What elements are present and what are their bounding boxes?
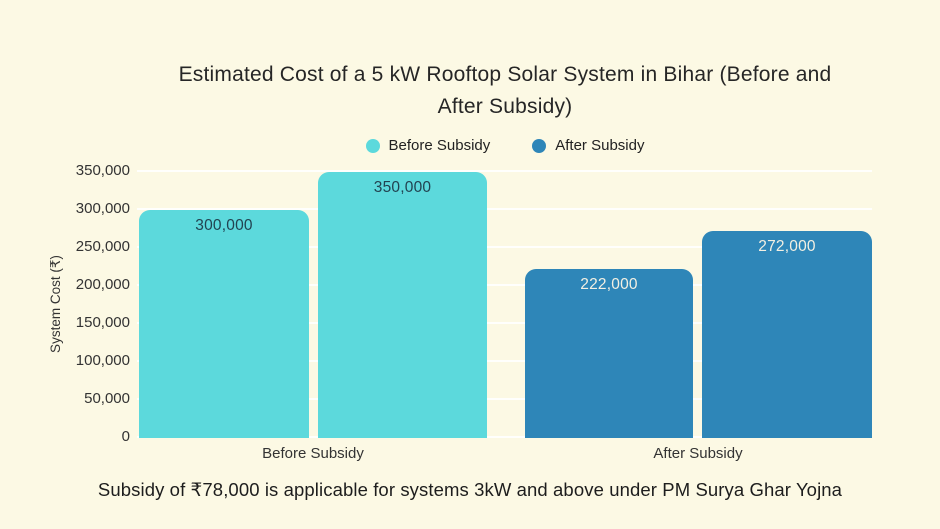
legend-label-before-subsidy: Before Subsidy — [388, 137, 491, 154]
bar-after-subsidy-2: 272,000 — [702, 231, 872, 438]
gridline — [137, 436, 872, 438]
gridline — [137, 284, 872, 286]
legend-item-after-subsidy: After Subsidy — [532, 137, 644, 154]
legend-marker-before-subsidy-icon — [365, 138, 380, 153]
bar-value-label: 300,000 — [195, 217, 253, 234]
chart-title: Estimated Cost of a 5 kW Rooftop Solar S… — [140, 59, 870, 123]
y-axis-tick-label: 100,000 — [75, 352, 130, 369]
footnote: Subsidy of ₹78,000 is applicable for sys… — [97, 479, 843, 500]
gridline — [137, 170, 872, 172]
legend-marker-after-subsidy-icon — [532, 138, 547, 153]
bar-after-subsidy-1: 222,000 — [525, 269, 693, 438]
gridline — [137, 322, 872, 324]
gridline — [137, 360, 872, 362]
y-axis-tick-label: 50,000 — [84, 390, 130, 407]
bar-before-subsidy-1: 300,000 — [139, 210, 309, 438]
y-axis-tick-label: 150,000 — [75, 314, 130, 331]
x-axis-label-after-subsidy: After Subsidy — [653, 445, 743, 462]
legend: Before Subsidy After Subsidy — [140, 137, 870, 154]
gridline — [137, 398, 872, 400]
bar-before-subsidy-2: 350,000 — [318, 172, 487, 438]
y-axis-tick-label: 300,000 — [75, 200, 130, 217]
chart-title-line2: After Subsidy) — [437, 95, 573, 118]
bar-value-label: 350,000 — [373, 179, 432, 196]
legend-item-before-subsidy: Before Subsidy — [365, 137, 491, 154]
legend-label-after-subsidy: After Subsidy — [555, 137, 645, 154]
y-axis-tick-label: 0 — [121, 428, 130, 445]
y-axis-tick-label: 200,000 — [75, 276, 130, 293]
bar-value-label: 272,000 — [758, 238, 816, 255]
y-axis-tick-label: 350,000 — [75, 162, 130, 179]
y-axis-tick-label: 250,000 — [75, 238, 130, 255]
gridline — [137, 246, 872, 248]
chart-title-line1: Estimated Cost of a 5 kW Rooftop Solar S… — [178, 63, 832, 86]
gridline — [137, 208, 872, 210]
bar-value-label: 222,000 — [580, 276, 638, 293]
x-axis-label-before-subsidy: Before Subsidy — [262, 445, 364, 462]
